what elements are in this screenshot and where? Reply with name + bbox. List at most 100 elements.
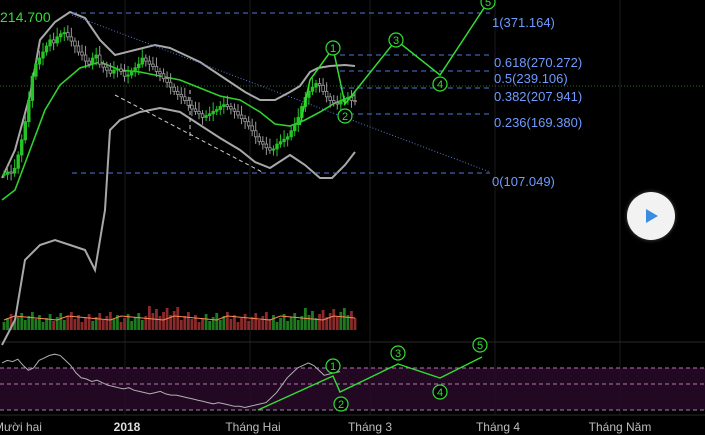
candle-body	[285, 136, 290, 140]
wave-label: 3	[393, 35, 399, 47]
candle-body	[186, 100, 191, 106]
last-price-label: 214.700	[0, 9, 51, 25]
volume-bar	[275, 322, 279, 330]
volume-bar	[293, 313, 297, 330]
candle-body	[112, 69, 116, 74]
candle-body	[34, 63, 38, 77]
volume-bar	[6, 318, 9, 330]
volume-bar	[9, 314, 13, 330]
volume-bar	[69, 312, 73, 330]
volume-bar	[335, 316, 339, 330]
candle-body	[200, 113, 205, 118]
volume-bar	[137, 313, 141, 330]
volume-bar	[27, 316, 31, 330]
candle-body	[140, 57, 144, 65]
volume-bar	[38, 315, 41, 330]
candle-body	[126, 74, 130, 77]
volume-bar	[350, 311, 353, 330]
rsi-wave-label: 2	[338, 399, 344, 411]
candle-body	[190, 104, 194, 110]
x-tick-label: Mười hai	[0, 420, 42, 434]
rsi-wave-marker	[325, 358, 341, 374]
x-axis: Mười hai 2018 Tháng Hai Tháng 3 Tháng 4 Tháng…	[0, 420, 651, 434]
volume-bar	[257, 320, 261, 330]
elliott-wave-projection: 1 2 3 4 5	[299, 0, 496, 126]
candlesticks	[2, 25, 357, 181]
volume-bar	[133, 317, 137, 330]
volume-bar	[279, 318, 282, 330]
candle-body	[5, 171, 10, 175]
candle-body	[76, 45, 81, 53]
volume-bar	[250, 317, 254, 330]
volume-bar	[158, 316, 162, 330]
candle-body	[193, 108, 198, 112]
candle-body	[87, 60, 91, 65]
candle-body	[66, 32, 70, 38]
trend-lines	[71, 14, 491, 173]
candle-body	[264, 143, 269, 149]
fib-label: 0.236(169.380)	[494, 115, 582, 130]
play-button[interactable]	[627, 192, 675, 240]
volume-bar	[16, 317, 20, 330]
volume-bar	[172, 311, 176, 330]
volume-bar	[194, 315, 197, 330]
volume-bar	[215, 313, 219, 330]
x-tick-label: Tháng 3	[348, 420, 392, 434]
candle-body	[261, 141, 265, 145]
volume-bar	[296, 320, 300, 330]
volume-bar	[346, 315, 350, 330]
volume-bar	[147, 306, 151, 330]
candle-body	[211, 110, 215, 115]
volume-bar	[34, 319, 38, 330]
volume-bar	[254, 313, 258, 330]
candle-body	[129, 70, 134, 76]
volume-bar	[41, 322, 45, 330]
candle-body	[27, 100, 31, 123]
candle-body	[83, 54, 88, 62]
volume-bar	[201, 318, 204, 330]
candle-body	[275, 143, 279, 150]
candle-body	[168, 81, 173, 88]
candle-body	[59, 33, 63, 38]
candle-body	[51, 39, 56, 44]
candle-body	[133, 67, 137, 72]
fib-label: 0(107.049)	[492, 174, 555, 189]
rsi-band	[0, 368, 705, 410]
candle-body	[353, 100, 357, 103]
candle-body	[314, 83, 318, 88]
candle-body	[12, 167, 17, 174]
candle-body	[339, 101, 343, 105]
candle-body	[30, 75, 35, 101]
volume-bar	[59, 313, 63, 330]
volume-bar	[77, 315, 80, 330]
volume-bar	[282, 314, 286, 330]
volume-bar	[229, 319, 233, 330]
volume-ma-line	[3, 315, 356, 321]
candle-body	[293, 124, 297, 132]
candle-body	[147, 60, 152, 65]
candle-body	[137, 63, 141, 69]
candle-body	[310, 86, 315, 92]
candle-body	[271, 148, 276, 151]
volume-bar	[151, 313, 155, 330]
volume-bar	[243, 314, 247, 330]
volume-bar	[130, 321, 134, 330]
volume-bar	[169, 315, 173, 330]
rsi-panel: 1 2 3 4 5	[0, 337, 705, 412]
volume-bars	[2, 306, 357, 330]
volume-bar	[342, 308, 346, 330]
volume-bar	[66, 316, 70, 330]
volume-bar	[325, 317, 329, 330]
volume-bar	[176, 307, 180, 330]
candle-body	[236, 110, 240, 116]
wave-label: 5	[485, 0, 491, 9]
fibonacci-levels: 1(371.164) 0.618(270.272)0.5(239.106) 0.38…	[72, 12, 582, 189]
volume-bar	[13, 321, 17, 330]
rsi-wave-marker	[472, 337, 488, 353]
volume-bar	[197, 322, 201, 330]
volume-bar	[101, 320, 105, 330]
candle-body	[335, 102, 339, 105]
candle-body	[328, 96, 332, 101]
volume-bar	[52, 321, 56, 330]
